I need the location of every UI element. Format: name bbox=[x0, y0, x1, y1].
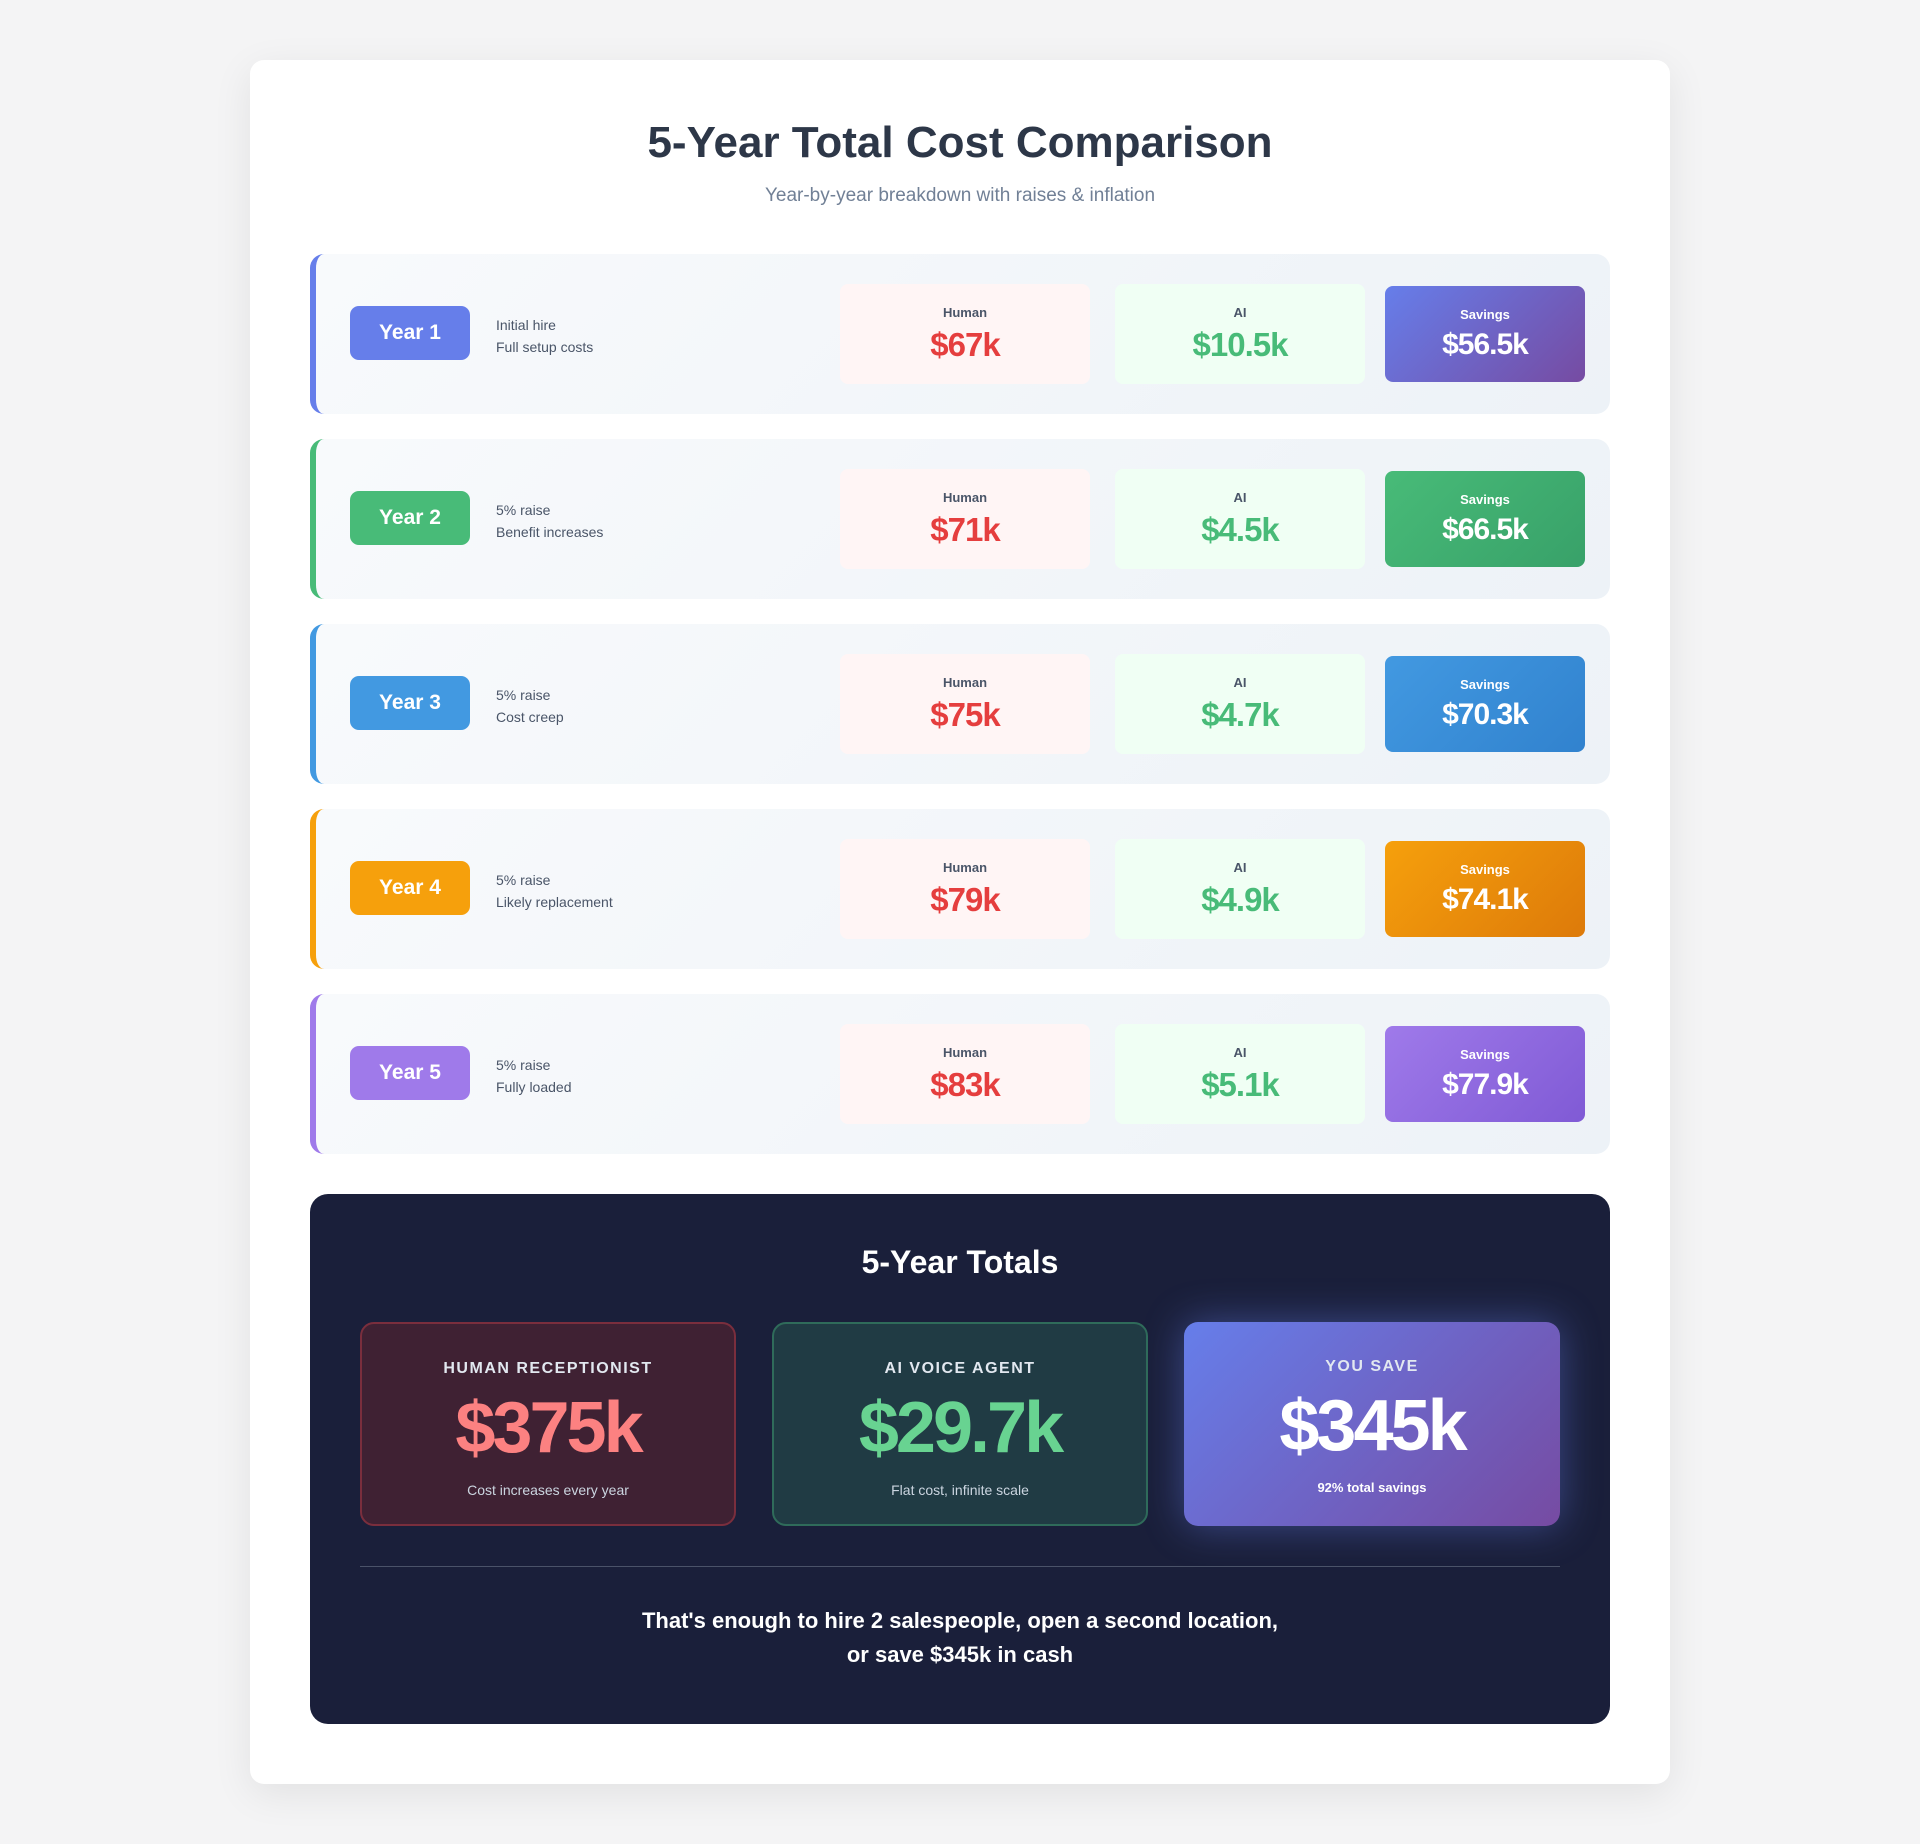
totals-panel: 5-Year Totals HUMAN RECEPTIONIST $375k C… bbox=[310, 1194, 1610, 1724]
closing-message: That's enough to hire 2 salespeople, ope… bbox=[310, 1604, 1610, 1672]
year-notes: 5% raise Benefit increases bbox=[496, 499, 603, 543]
page-subtitle: Year-by-year breakdown with raises & inf… bbox=[764, 185, 1156, 206]
total-savings-note: 92% total savings bbox=[1317, 1480, 1427, 1495]
ai-cost-label: AI bbox=[1233, 489, 1247, 505]
ai-cost-value: $4.9k bbox=[1201, 880, 1280, 918]
ai-cost-value: $10.5k bbox=[1192, 325, 1289, 363]
total-human-value: $375k bbox=[455, 1388, 643, 1468]
ai-cost-cell: AI $5.1k bbox=[1115, 1024, 1365, 1124]
savings-label: Savings bbox=[1460, 1046, 1510, 1062]
year-badge: Year 1 bbox=[350, 306, 470, 360]
year-row-2: Year 2 5% raise Benefit increases Human … bbox=[310, 439, 1610, 599]
savings-cell: Savings $66.5k bbox=[1385, 471, 1585, 567]
total-savings-value: $345k bbox=[1279, 1386, 1467, 1466]
total-human-box: HUMAN RECEPTIONIST $375k Cost increases … bbox=[360, 1322, 736, 1526]
year-row-1: Year 1 Initial hire Full setup costs Hum… bbox=[310, 254, 1610, 414]
savings-value: $56.5k bbox=[1442, 327, 1529, 361]
closing-line: That's enough to hire 2 salespeople, ope… bbox=[641, 1608, 1278, 1633]
human-cost-label: Human bbox=[942, 1044, 988, 1060]
human-cost-cell: Human $71k bbox=[840, 469, 1090, 569]
savings-cell: Savings $77.9k bbox=[1385, 1026, 1585, 1122]
total-savings-label: YOU SAVE bbox=[1325, 1358, 1419, 1375]
human-cost-cell: Human $83k bbox=[840, 1024, 1090, 1124]
year-note-line: Likely replacement bbox=[496, 894, 613, 910]
savings-cell: Savings $70.3k bbox=[1385, 656, 1585, 752]
human-cost-value: $67k bbox=[930, 325, 1000, 363]
human-cost-cell: Human $67k bbox=[840, 284, 1090, 384]
savings-cell: Savings $56.5k bbox=[1385, 286, 1585, 382]
human-cost-label: Human bbox=[942, 304, 988, 320]
ai-cost-label: AI bbox=[1233, 1044, 1247, 1060]
human-cost-value: $83k bbox=[930, 1065, 1000, 1103]
human-cost-label: Human bbox=[942, 674, 988, 690]
savings-label: Savings bbox=[1460, 491, 1510, 507]
year-badge: Year 3 bbox=[350, 676, 470, 730]
savings-label: Savings bbox=[1460, 861, 1510, 877]
year-row-4: Year 4 5% raise Likely replacement Human… bbox=[310, 809, 1610, 969]
savings-cell: Savings $74.1k bbox=[1385, 841, 1585, 937]
year-note-line: Fully loaded bbox=[496, 1079, 572, 1095]
human-cost-value: $79k bbox=[930, 880, 1000, 918]
ai-cost-value: $4.5k bbox=[1201, 510, 1280, 548]
year-note-line: Full setup costs bbox=[496, 339, 594, 355]
human-cost-cell: Human $79k bbox=[840, 839, 1090, 939]
ai-cost-label: AI bbox=[1233, 859, 1247, 875]
year-badge: Year 2 bbox=[350, 491, 470, 545]
year-notes: 5% raise Fully loaded bbox=[496, 1054, 572, 1098]
ai-cost-value: $5.1k bbox=[1201, 1065, 1280, 1103]
total-savings-box: YOU SAVE $345k 92% total savings bbox=[1184, 1322, 1560, 1526]
human-cost-label: Human bbox=[942, 859, 988, 875]
divider bbox=[360, 1566, 1560, 1567]
savings-value: $70.3k bbox=[1442, 697, 1529, 731]
human-cost-value: $71k bbox=[930, 510, 1000, 548]
year-notes: Initial hire Full setup costs bbox=[496, 314, 593, 358]
ai-cost-label: AI bbox=[1233, 304, 1247, 320]
total-ai-value: $29.7k bbox=[858, 1388, 1064, 1468]
page-title: 5-Year Total Cost Comparison bbox=[647, 118, 1273, 167]
human-cost-cell: Human $75k bbox=[840, 654, 1090, 754]
savings-value: $77.9k bbox=[1442, 1067, 1529, 1101]
year-notes: 5% raise Cost creep bbox=[496, 684, 564, 728]
total-ai-note: Flat cost, infinite scale bbox=[891, 1482, 1029, 1498]
year-note-line: Cost creep bbox=[496, 709, 564, 725]
year-badge: Year 4 bbox=[350, 861, 470, 915]
year-badge: Year 5 bbox=[350, 1046, 470, 1100]
year-notes: 5% raise Likely replacement bbox=[496, 869, 613, 913]
ai-cost-value: $4.7k bbox=[1201, 695, 1280, 733]
savings-value: $74.1k bbox=[1442, 882, 1529, 916]
year-note-line: 5% raise bbox=[496, 872, 551, 888]
human-cost-label: Human bbox=[942, 489, 988, 505]
total-ai-label: AI VOICE AGENT bbox=[884, 1360, 1036, 1377]
savings-value: $66.5k bbox=[1442, 512, 1529, 546]
savings-label: Savings bbox=[1460, 676, 1510, 692]
ai-cost-cell: AI $10.5k bbox=[1115, 284, 1365, 384]
ai-cost-cell: AI $4.9k bbox=[1115, 839, 1365, 939]
totals-title: 5-Year Totals bbox=[861, 1244, 1059, 1280]
ai-cost-label: AI bbox=[1233, 674, 1247, 690]
year-row-3: Year 3 5% raise Cost creep Human $75k AI… bbox=[310, 624, 1610, 784]
year-note-line: Benefit increases bbox=[496, 524, 604, 540]
total-human-note: Cost increases every year bbox=[467, 1482, 629, 1498]
total-ai-box: AI VOICE AGENT $29.7k Flat cost, infinit… bbox=[772, 1322, 1148, 1526]
year-note-line: 5% raise bbox=[496, 502, 551, 518]
human-cost-value: $75k bbox=[930, 695, 1000, 733]
savings-label: Savings bbox=[1460, 306, 1510, 322]
year-row-5: Year 5 5% raise Fully loaded Human $83k … bbox=[310, 994, 1610, 1154]
year-note-line: 5% raise bbox=[496, 687, 551, 703]
closing-line: or save $345k in cash bbox=[846, 1642, 1074, 1667]
year-note-line: 5% raise bbox=[496, 1057, 551, 1073]
year-note-line: Initial hire bbox=[496, 317, 556, 333]
ai-cost-cell: AI $4.5k bbox=[1115, 469, 1365, 569]
ai-cost-cell: AI $4.7k bbox=[1115, 654, 1365, 754]
total-human-label: HUMAN RECEPTIONIST bbox=[443, 1360, 653, 1377]
